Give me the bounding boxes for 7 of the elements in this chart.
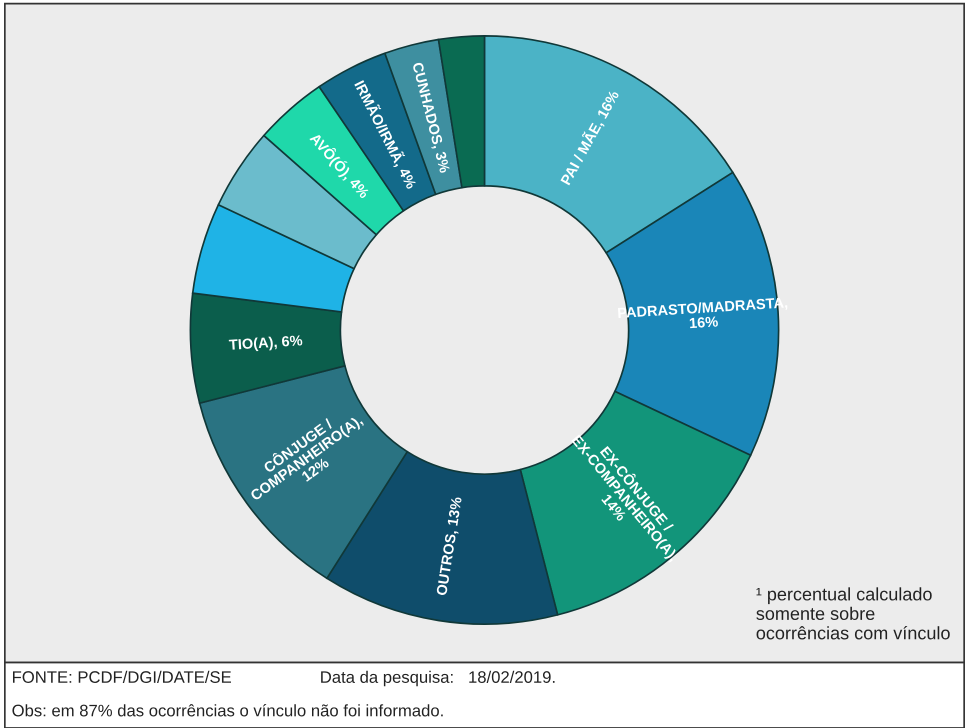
text: Obs: em 87% das ocorrências o vínculo não foi informado. (12, 704, 443, 716)
slice-label: OUTROS, 13% (436, 496, 464, 596)
text: ¹ percentual calculado somente sobre ocorrências com vínculo (756, 587, 950, 640)
slice-label: PADRASTO/MADRASTA, 16% (618, 296, 788, 328)
source-note: FONTE: PCDF/DGI/DATE/SE (12, 670, 231, 683)
slice-label: TIO(A), 6% (228, 334, 303, 353)
text: Data da pesquisa: 18/02/2019. (321, 670, 555, 686)
